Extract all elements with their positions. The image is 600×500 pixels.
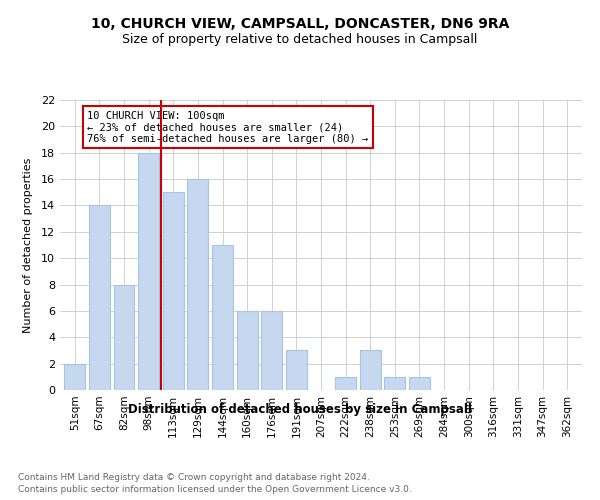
Bar <box>335 377 356 390</box>
Bar <box>261 311 282 390</box>
Bar <box>138 152 159 390</box>
Bar <box>385 377 406 390</box>
Bar <box>163 192 184 390</box>
Text: 10 CHURCH VIEW: 100sqm
← 23% of detached houses are smaller (24)
76% of semi-det: 10 CHURCH VIEW: 100sqm ← 23% of detached… <box>87 110 368 144</box>
Bar <box>89 206 110 390</box>
Bar <box>286 350 307 390</box>
Bar <box>360 350 381 390</box>
Bar <box>187 179 208 390</box>
Bar <box>212 245 233 390</box>
Text: 10, CHURCH VIEW, CAMPSALL, DONCASTER, DN6 9RA: 10, CHURCH VIEW, CAMPSALL, DONCASTER, DN… <box>91 18 509 32</box>
Bar <box>236 311 257 390</box>
Bar <box>409 377 430 390</box>
Y-axis label: Number of detached properties: Number of detached properties <box>23 158 32 332</box>
Text: Contains public sector information licensed under the Open Government Licence v3: Contains public sector information licen… <box>18 485 412 494</box>
Text: Distribution of detached houses by size in Campsall: Distribution of detached houses by size … <box>128 402 472 415</box>
Text: Contains HM Land Registry data © Crown copyright and database right 2024.: Contains HM Land Registry data © Crown c… <box>18 472 370 482</box>
Bar <box>64 364 85 390</box>
Text: Size of property relative to detached houses in Campsall: Size of property relative to detached ho… <box>122 32 478 46</box>
Bar <box>113 284 134 390</box>
